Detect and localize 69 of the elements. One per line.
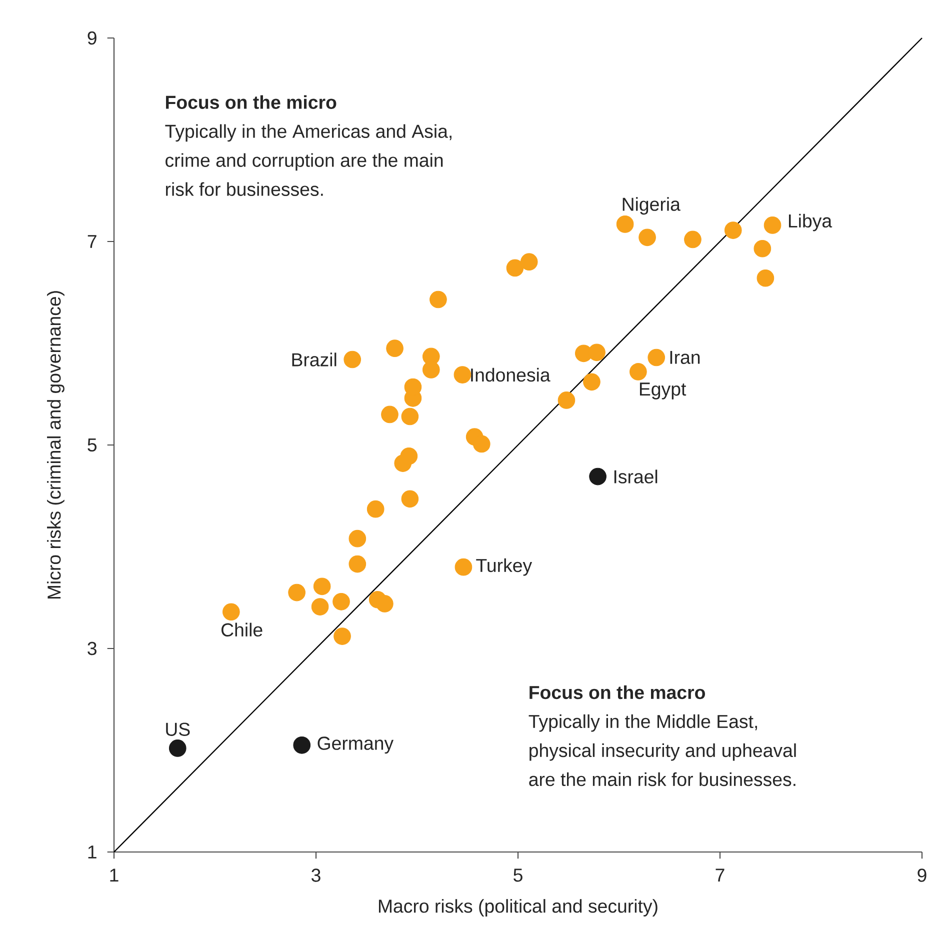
point [348, 530, 366, 548]
annotation: Brazil [292, 352, 336, 366]
point [616, 216, 634, 233]
point [430, 290, 447, 308]
annotation: Focus on the micro [166, 95, 336, 109]
point [168, 740, 186, 757]
y-tick-label: 9 [88, 31, 96, 45]
point [400, 448, 418, 465]
point [334, 628, 351, 645]
x-axis-title: Macro risks (political and security) [378, 899, 658, 916]
point [366, 500, 384, 518]
y-axis-title: Micro risks (criminal and governance) [47, 291, 64, 599]
point [313, 578, 331, 596]
point [589, 468, 606, 486]
point [401, 490, 419, 508]
point [381, 406, 398, 424]
point [348, 555, 366, 573]
y-tick-label: 1 [88, 846, 96, 858]
annotation: risk for businesses. [166, 182, 323, 196]
x-tick-label: 1 [110, 868, 118, 882]
point [386, 340, 404, 357]
point [454, 558, 472, 576]
annotation: Nigeria [622, 197, 680, 215]
y-tick-label: 5 [88, 438, 97, 452]
x-tick-label: 3 [312, 868, 320, 882]
annotation: Typically in the Middle East, [528, 714, 757, 732]
annotation: Israel [614, 470, 658, 484]
point [293, 736, 311, 754]
point [506, 259, 524, 277]
annotation: Indonesia [471, 368, 550, 382]
point [288, 584, 306, 602]
x-tick-label: 7 [716, 868, 724, 882]
point [756, 269, 774, 287]
y-tick-label: 3 [88, 642, 96, 656]
point [684, 230, 702, 248]
annotation: US [166, 722, 190, 736]
point [376, 595, 394, 612]
annotation: Iran [670, 350, 700, 364]
point [648, 348, 666, 366]
annotation: Typically in the Americas and Asia, [165, 124, 452, 142]
point [754, 240, 772, 258]
point [454, 366, 472, 384]
annotation: Germany [318, 736, 394, 754]
point [764, 216, 782, 234]
point [401, 408, 419, 426]
y-tick-label: 7 [88, 235, 96, 248]
point [630, 363, 647, 380]
annotation: Focus on the macro [530, 685, 705, 700]
point [311, 598, 329, 616]
annotation: are the main risk for businesses. [529, 772, 796, 786]
annotation: Libya [788, 214, 832, 232]
point [472, 435, 490, 453]
point [520, 253, 538, 271]
point [583, 373, 600, 391]
point [558, 392, 576, 409]
point [422, 361, 440, 378]
annotation: physical insecurity and upheaval [530, 743, 796, 761]
x-tick-label: 9 [918, 868, 926, 882]
point [332, 593, 350, 610]
point [638, 228, 656, 246]
annotation: Turkey [476, 558, 532, 576]
point [588, 344, 606, 362]
point [724, 222, 742, 239]
point [222, 603, 240, 621]
annotation: crime and corruption are the main [166, 153, 443, 171]
x-tick-label: 5 [514, 868, 522, 882]
annotation: Chile [222, 622, 262, 637]
annotation: Egypt [640, 382, 686, 400]
point [344, 350, 362, 368]
